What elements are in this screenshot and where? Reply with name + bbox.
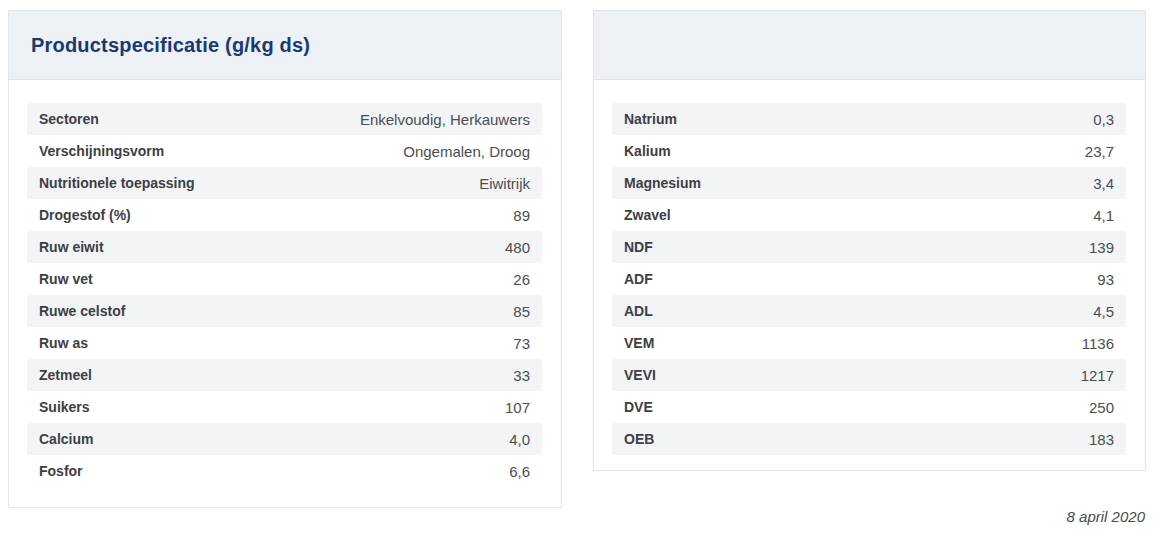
table-row: Kalium 23,7 [612, 135, 1126, 167]
spec-label: Drogestof (%) [39, 207, 131, 223]
spec-label: DVE [624, 399, 653, 415]
spec-table-left: Sectoren Enkelvoudig, Herkauwers Verschi… [9, 80, 561, 487]
table-row: Ruwe celstof 85 [27, 295, 542, 327]
table-row: Calcium 4,0 [27, 423, 542, 455]
spec-label: VEVI [624, 367, 656, 383]
spec-value: 4,0 [509, 431, 530, 448]
table-row: DVE 250 [612, 391, 1126, 423]
spec-values-card: Natrium 0,3 Kalium 23,7 Magnesium 3,4 Zw… [593, 10, 1146, 471]
table-row: Natrium 0,3 [612, 103, 1126, 135]
spec-value: 1217 [1081, 367, 1114, 384]
spec-label: Ruwe celstof [39, 303, 125, 319]
spec-value: 183 [1089, 431, 1114, 448]
spec-label: Magnesium [624, 175, 701, 191]
spec-value: 73 [513, 335, 530, 352]
spec-value: 250 [1089, 399, 1114, 416]
spec-value: 4,1 [1093, 207, 1114, 224]
spec-label: Ruw vet [39, 271, 93, 287]
spec-label: VEM [624, 335, 654, 351]
spec-value: 3,4 [1093, 175, 1114, 192]
spec-value: Eiwitrijk [479, 175, 530, 192]
spec-label: Nutritionele toepassing [39, 175, 195, 191]
table-row: Nutritionele toepassing Eiwitrijk [27, 167, 542, 199]
report-date: 8 april 2020 [1067, 508, 1145, 525]
table-row: Ruw vet 26 [27, 263, 542, 295]
page-title: Productspecificatie (g/kg ds) [31, 34, 310, 57]
spec-value: 4,5 [1093, 303, 1114, 320]
table-row: OEB 183 [612, 423, 1126, 455]
spec-label: Ruw as [39, 335, 88, 351]
spec-label: Ruw eiwit [39, 239, 104, 255]
spec-value: Ongemalen, Droog [403, 143, 530, 160]
spec-label: ADF [624, 271, 653, 287]
spec-value: 0,3 [1093, 111, 1114, 128]
spec-value: 23,7 [1085, 143, 1114, 160]
spec-value: 85 [513, 303, 530, 320]
spec-value: 1136 [1082, 335, 1114, 352]
spec-value: 93 [1097, 271, 1114, 288]
spec-label: Sectoren [39, 111, 99, 127]
spec-value: 480 [505, 239, 530, 256]
table-row: Suikers 107 [27, 391, 542, 423]
table-row: Ruw eiwit 480 [27, 231, 542, 263]
spec-label: Zwavel [624, 207, 671, 223]
table-row: Verschijningsvorm Ongemalen, Droog [27, 135, 542, 167]
spec-value: Enkelvoudig, Herkauwers [360, 111, 530, 128]
spec-value: 6,6 [509, 463, 530, 480]
table-row: VEM 1136 [612, 327, 1126, 359]
spec-value: 89 [513, 207, 530, 224]
spec-value: 139 [1089, 239, 1114, 256]
spec-label: Kalium [624, 143, 671, 159]
table-row: Ruw as 73 [27, 327, 542, 359]
spec-label: Zetmeel [39, 367, 92, 383]
spec-value: 107 [505, 399, 530, 416]
spec-label: Verschijningsvorm [39, 143, 164, 159]
spec-label: Fosfor [39, 463, 83, 479]
table-row: Drogestof (%) 89 [27, 199, 542, 231]
spec-label: ADL [624, 303, 653, 319]
spec-value: 26 [513, 271, 530, 288]
spec-label: Natrium [624, 111, 677, 127]
spec-label: NDF [624, 239, 653, 255]
spec-label: Suikers [39, 399, 90, 415]
table-row: VEVI 1217 [612, 359, 1126, 391]
card-header-empty [594, 11, 1145, 80]
product-spec-card: Productspecificatie (g/kg ds) Sectoren E… [8, 10, 562, 508]
spec-label: Calcium [39, 431, 93, 447]
table-row: Magnesium 3,4 [612, 167, 1126, 199]
spec-table-right: Natrium 0,3 Kalium 23,7 Magnesium 3,4 Zw… [594, 80, 1145, 455]
spec-value: 33 [513, 367, 530, 384]
card-header: Productspecificatie (g/kg ds) [9, 11, 561, 80]
table-row: Zetmeel 33 [27, 359, 542, 391]
table-row: Sectoren Enkelvoudig, Herkauwers [27, 103, 542, 135]
table-row: NDF 139 [612, 231, 1126, 263]
table-row: ADL 4,5 [612, 295, 1126, 327]
table-row: Zwavel 4,1 [612, 199, 1126, 231]
table-row: Fosfor 6,6 [27, 455, 542, 487]
spec-label: OEB [624, 431, 654, 447]
table-row: ADF 93 [612, 263, 1126, 295]
